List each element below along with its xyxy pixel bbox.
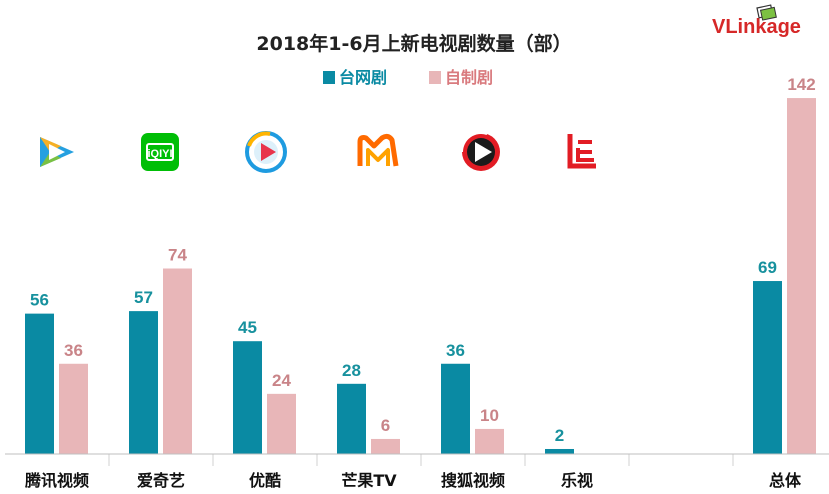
vlinkage-logo: VLinkage <box>712 4 801 38</box>
value-label: 36 <box>446 341 465 360</box>
category-label: 芒果TV <box>341 471 397 490</box>
category-label: 搜狐视频 <box>441 471 505 490</box>
legend-swatch-series-2 <box>429 71 441 84</box>
bar <box>545 448 574 454</box>
letv-icon <box>567 134 596 169</box>
category-label: 爱奇艺 <box>137 471 185 490</box>
bar <box>787 98 816 454</box>
bar <box>753 281 782 454</box>
category-dividers <box>5 453 829 466</box>
value-label: 10 <box>480 406 499 425</box>
sohu-video-icon <box>461 132 500 171</box>
value-label: 45 <box>238 318 257 337</box>
value-label: 142 <box>787 75 815 94</box>
bar <box>233 341 262 454</box>
value-label: 2 <box>555 426 564 445</box>
value-label: 69 <box>758 258 777 277</box>
chart-title: 2018年1-6月上新电视剧数量（部） <box>256 32 571 55</box>
value-label: 28 <box>342 361 361 380</box>
value-label: 24 <box>272 371 291 390</box>
value-label: 6 <box>381 416 390 435</box>
bar <box>371 438 400 454</box>
svg-text:iQIYI: iQIYI <box>147 148 172 160</box>
bar <box>441 363 470 454</box>
bar <box>267 393 296 454</box>
category-label: 腾讯视频 <box>25 471 89 490</box>
mango-tv-icon <box>357 133 399 167</box>
iqiyi-icon: iQIYI <box>141 133 179 171</box>
bars-layer <box>25 98 816 454</box>
logo-text: VLinkage <box>712 16 801 38</box>
value-label: 56 <box>30 291 49 310</box>
bar <box>337 383 366 454</box>
value-labels-layer: 56 36 57 74 45 24 28 6 36 10 2 69 142 <box>30 75 816 445</box>
youku-icon <box>245 131 287 173</box>
legend-swatch-series-1 <box>323 71 335 84</box>
tencent-video-icon <box>40 137 74 167</box>
bar <box>475 428 504 454</box>
legend-label-series-2: 自制剧 <box>445 68 493 87</box>
bar <box>163 268 192 454</box>
value-label: 74 <box>168 246 187 265</box>
category-label: 优酷 <box>249 471 281 490</box>
category-labels-layer: 腾讯视频 爱奇艺 优酷 芒果TV 搜狐视频 乐视 总体 <box>25 471 802 490</box>
platform-icons: iQIYI <box>40 131 596 173</box>
category-label: 总体 <box>769 471 802 490</box>
value-label: 57 <box>134 288 153 307</box>
legend: 台网剧 自制剧 <box>323 68 493 87</box>
value-label: 36 <box>64 341 83 360</box>
bar <box>129 311 158 454</box>
bar <box>25 313 54 454</box>
bar <box>59 363 88 454</box>
legend-label-series-1: 台网剧 <box>339 68 387 87</box>
category-label: 乐视 <box>561 471 593 490</box>
